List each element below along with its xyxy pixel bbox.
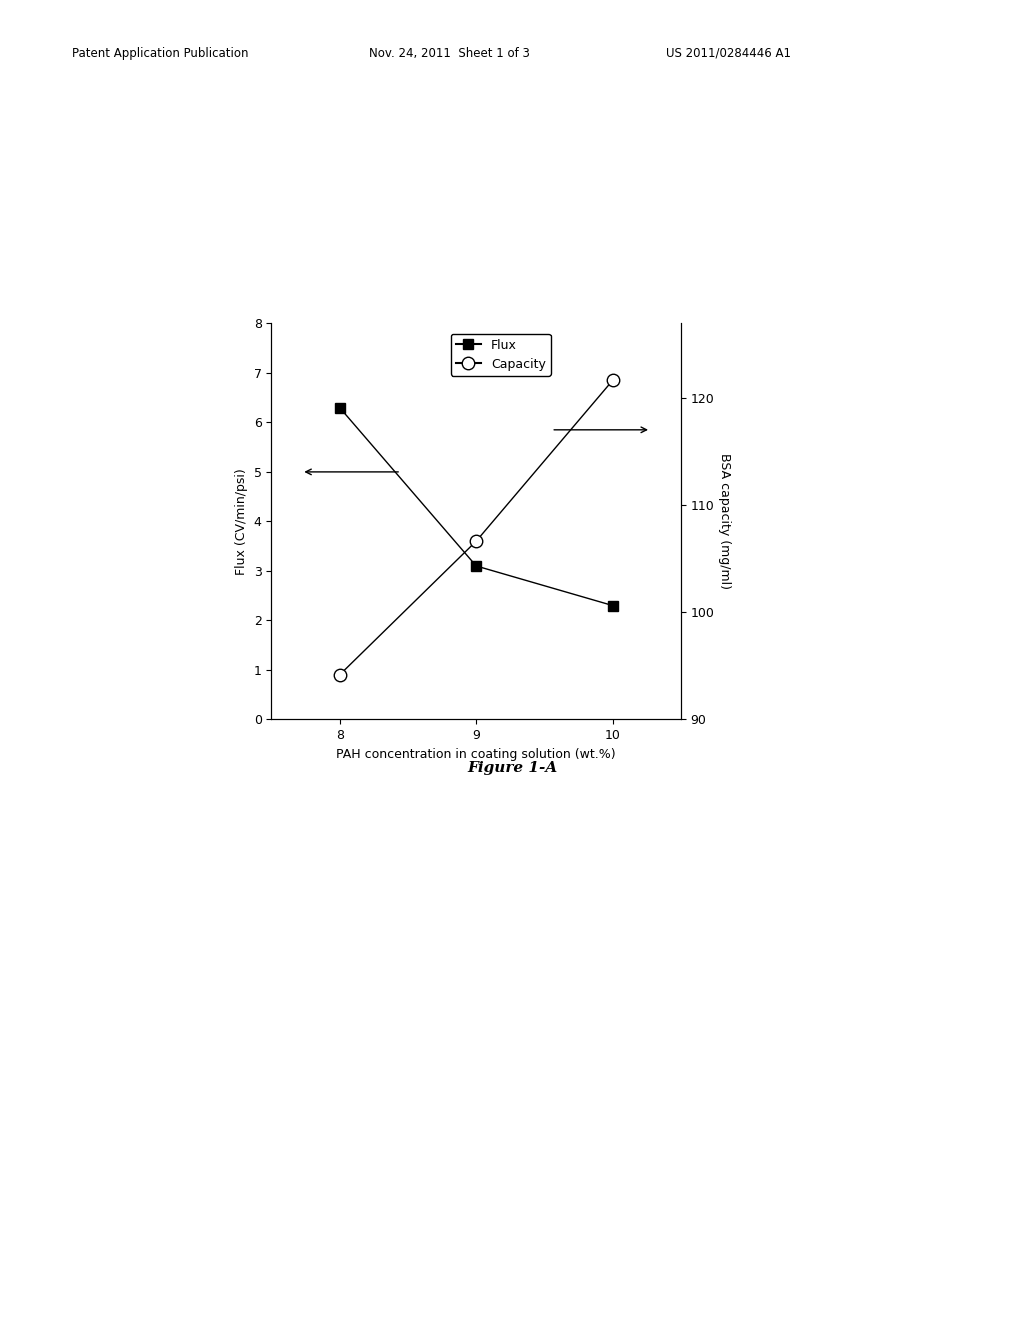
Flux <box>470 558 482 574</box>
X-axis label: PAH concentration in coating solution (wt.%): PAH concentration in coating solution (w… <box>336 747 616 760</box>
Text: Patent Application Publication: Patent Application Publication <box>72 46 248 59</box>
Text: US 2011/0284446 A1: US 2011/0284446 A1 <box>666 46 791 59</box>
Text: Nov. 24, 2011  Sheet 1 of 3: Nov. 24, 2011 Sheet 1 of 3 <box>369 46 529 59</box>
Text: Figure 1-A: Figure 1-A <box>467 762 557 775</box>
Flux <box>606 598 618 614</box>
Capacity <box>470 533 482 549</box>
Y-axis label: BSA capacity (mg/ml): BSA capacity (mg/ml) <box>718 453 731 590</box>
Y-axis label: Flux (CV/min/psi): Flux (CV/min/psi) <box>236 469 248 574</box>
Legend: Flux, Capacity: Flux, Capacity <box>451 334 551 376</box>
Capacity <box>606 372 618 388</box>
Line: Capacity: Capacity <box>334 374 618 681</box>
Flux <box>334 400 346 416</box>
Line: Flux: Flux <box>335 403 617 610</box>
Capacity <box>334 667 346 682</box>
